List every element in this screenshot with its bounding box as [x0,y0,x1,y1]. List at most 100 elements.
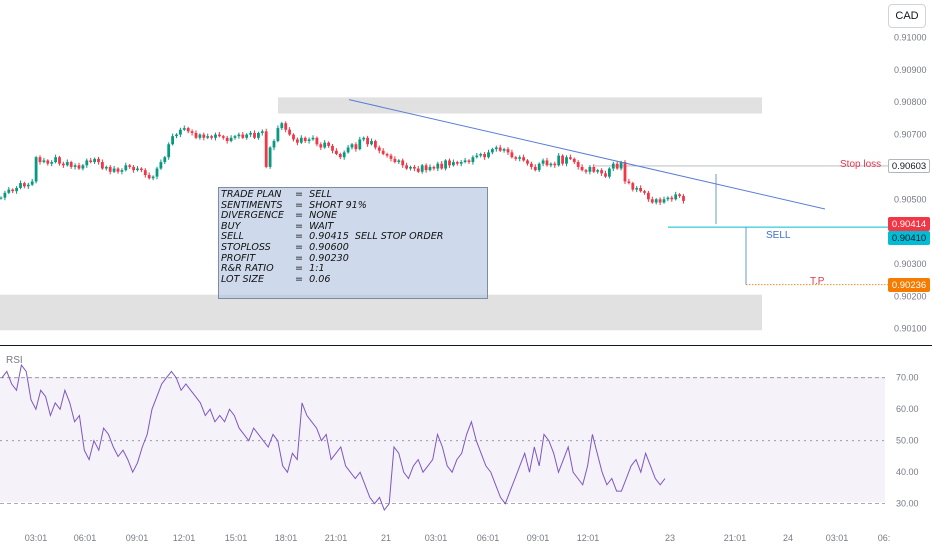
candle-body [643,191,646,193]
candle-body [171,136,174,145]
candle-body [140,168,143,171]
candle-body [615,163,619,169]
candle-body [654,199,658,203]
candle-body [0,197,3,199]
candle-body [619,162,623,169]
candle-body [370,141,373,145]
zone-1[interactable] [0,294,762,331]
trade-plan-value: = 0.06 [295,273,331,285]
candle-body [257,132,260,138]
candle-body [159,162,163,169]
candle-body [245,134,249,138]
candle-body [15,187,18,192]
trade-plan-row: R&R RATIO = 1:1 [221,264,485,275]
trade-plan-rows: TRADE PLAN = SELL SENTIMENTS = SHORT 91% DIV… [221,189,485,286]
candle-body [635,187,639,190]
candle-body [210,136,213,138]
candle-body [608,168,611,177]
trade-plan-row: DIVERGENCE = NONE [221,211,485,222]
candle-body [268,147,272,167]
candle-body [366,137,369,145]
rsi-tick: 30.00 [896,499,919,509]
candle-body [650,199,654,203]
candle-body [132,166,135,171]
price-tick: 0.91000 [894,33,927,43]
candle-body [471,157,475,163]
candle-body [600,170,603,174]
candle-body [409,166,412,169]
candle-body [299,137,303,143]
time-tick: 21 [381,533,391,543]
zone-0[interactable] [278,97,762,114]
candle-body [311,137,315,140]
candle-body [112,168,116,172]
trade-plan-key: SELL [221,231,244,243]
candle-body [54,157,57,163]
candle-body [81,165,85,169]
trade-plan-row: SELL = 0.90415 SELL STOP ORDER [221,232,485,243]
candle-body [101,162,104,169]
candle-body [50,162,54,164]
candle-body [572,158,576,163]
candle-body [327,142,330,146]
candle-body [623,162,627,182]
candle-body [46,160,50,164]
time-tick: 12:01 [577,533,600,543]
trendline-line[interactable] [348,99,826,210]
candle-body [678,194,681,197]
trade-plan-key: R&R RATIO [221,263,274,275]
candle-body [530,163,533,167]
candle-body [221,136,225,138]
candle-body [518,157,522,159]
price-tag: 0.90236 [888,277,930,292]
trade-plan-value: = 0.90600 [295,241,349,253]
candle-body [432,166,436,169]
candle-body [319,144,323,148]
candle-body [206,136,210,138]
candle-body [487,152,490,158]
candle-body [104,166,108,169]
trade-plan-key: BUY [221,220,241,232]
trade-plan-row: LOT SIZE = 0.06 [221,273,485,286]
candle-body [198,134,202,138]
candle-body [147,175,151,179]
candle-body [38,157,42,163]
candle-body [151,176,155,179]
candle-body [346,147,350,153]
candle-body [73,165,77,167]
supply-demand-zones [0,97,762,331]
candle-body [506,149,510,153]
time-tick: 21:01 [724,533,747,543]
rsi-title: RSI [6,355,23,366]
rsi-chart [0,363,885,512]
candle-body [116,168,120,172]
candle-body [569,157,572,159]
candle-body [296,139,299,143]
price-tick: 0.90100 [894,324,927,334]
candle-body [604,173,607,177]
candle-body [163,157,167,163]
trade-plan-box[interactable]: TRADE PLAN = SELL SENTIMENTS = SHORT 91% DIV… [218,187,488,299]
candle-body [143,170,147,175]
currency-button[interactable]: CAD [888,4,926,28]
candle-body [194,132,198,138]
trendline[interactable] [348,99,826,210]
time-tick: 03:01 [826,533,849,543]
time-tick: 21:01 [325,533,348,543]
time-tick: 23 [665,533,675,543]
candle-body [463,160,467,163]
price-tick: 0.90900 [894,65,927,75]
candle-body [436,163,440,169]
candle-body [424,165,428,171]
rsi-line [1,363,666,512]
candle-body [514,157,518,159]
candle-body [576,162,580,167]
trade-plan-key: LOT SIZE [221,273,265,285]
price-tick: 0.90800 [894,97,927,107]
price-tag: 0.90414 [888,217,930,232]
candle-body [7,189,11,193]
candle-body [202,134,206,138]
candle-body [65,162,69,166]
candle-body [128,165,132,167]
candle-body [440,163,444,169]
